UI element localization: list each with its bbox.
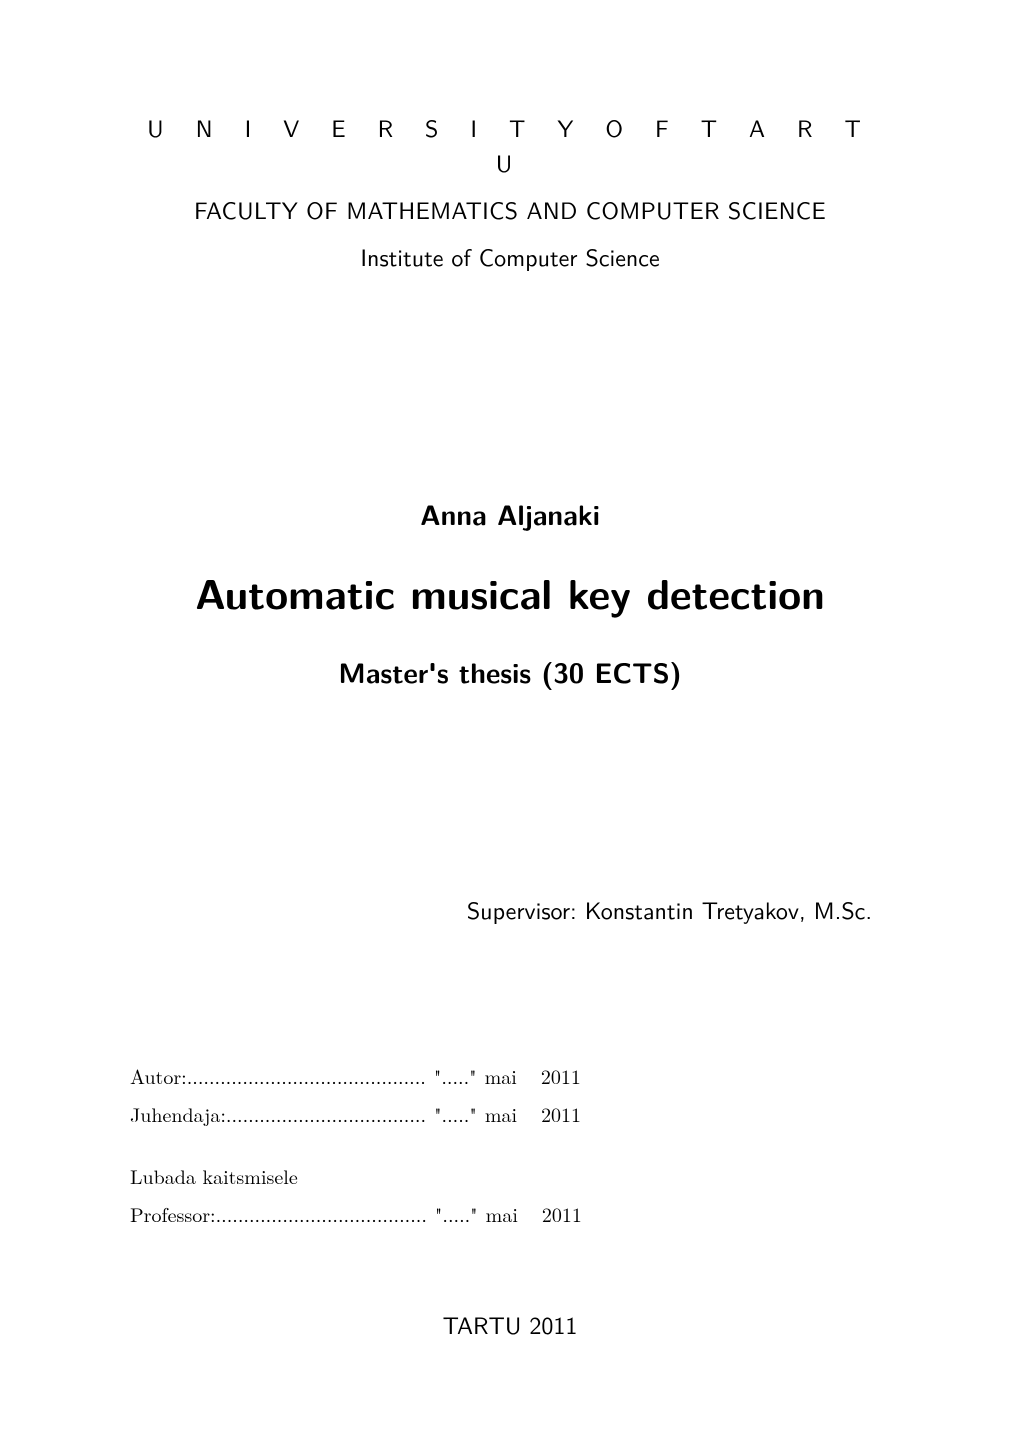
institute-name: Institute of Computer Science — [130, 239, 890, 274]
signature-month: mai — [478, 1195, 518, 1233]
footer-place-year: TARTU 2011 — [0, 1307, 1020, 1342]
signature-quoted: "....." — [427, 1195, 478, 1233]
signature-label: Autor: — [130, 1057, 187, 1095]
title-page: U N I V E R S I T Y O F T A R T U FACULT… — [0, 0, 1020, 1442]
signature-row-professor: Professor: .............................… — [130, 1195, 890, 1233]
signature-quoted: "....." — [426, 1057, 477, 1095]
permission-heading: Lubada kaitsmisele — [130, 1157, 890, 1195]
signature-gap — [130, 1133, 890, 1149]
supervisor-line: Supervisor: Konstantin Tretyakov, M.Sc. — [130, 892, 890, 927]
signature-quoted: "....." — [426, 1095, 477, 1133]
signature-row-supervisor: Juhendaja: .............................… — [130, 1095, 890, 1133]
signature-dots: ...................................... — [216, 1195, 427, 1233]
thesis-title: Automatic musical key detection — [130, 562, 890, 622]
signature-month: mai — [477, 1095, 517, 1133]
university-name: U N I V E R S I T Y O F T A R T U — [130, 110, 890, 180]
signature-dots: ........................................… — [187, 1057, 426, 1095]
faculty-name: FACULTY OF MATHEMATICS AND COMPUTER SCIE… — [130, 192, 890, 227]
thesis-subtitle: Master's thesis (30 ECTS) — [130, 652, 890, 692]
signature-year: 2011 — [517, 1057, 581, 1095]
signature-dots: .................................... — [226, 1095, 426, 1133]
signature-row-author: Autor: .................................… — [130, 1057, 890, 1095]
header-block: U N I V E R S I T Y O F T A R T U FACULT… — [130, 110, 890, 274]
signature-label: Professor: — [130, 1195, 216, 1233]
signature-block: Autor: .................................… — [130, 1057, 890, 1233]
author-name: Anna Aljanaki — [130, 494, 890, 534]
signature-month: mai — [477, 1057, 517, 1095]
signature-year: 2011 — [518, 1195, 582, 1233]
signature-label: Juhendaja: — [130, 1095, 226, 1133]
signature-year: 2011 — [517, 1095, 581, 1133]
